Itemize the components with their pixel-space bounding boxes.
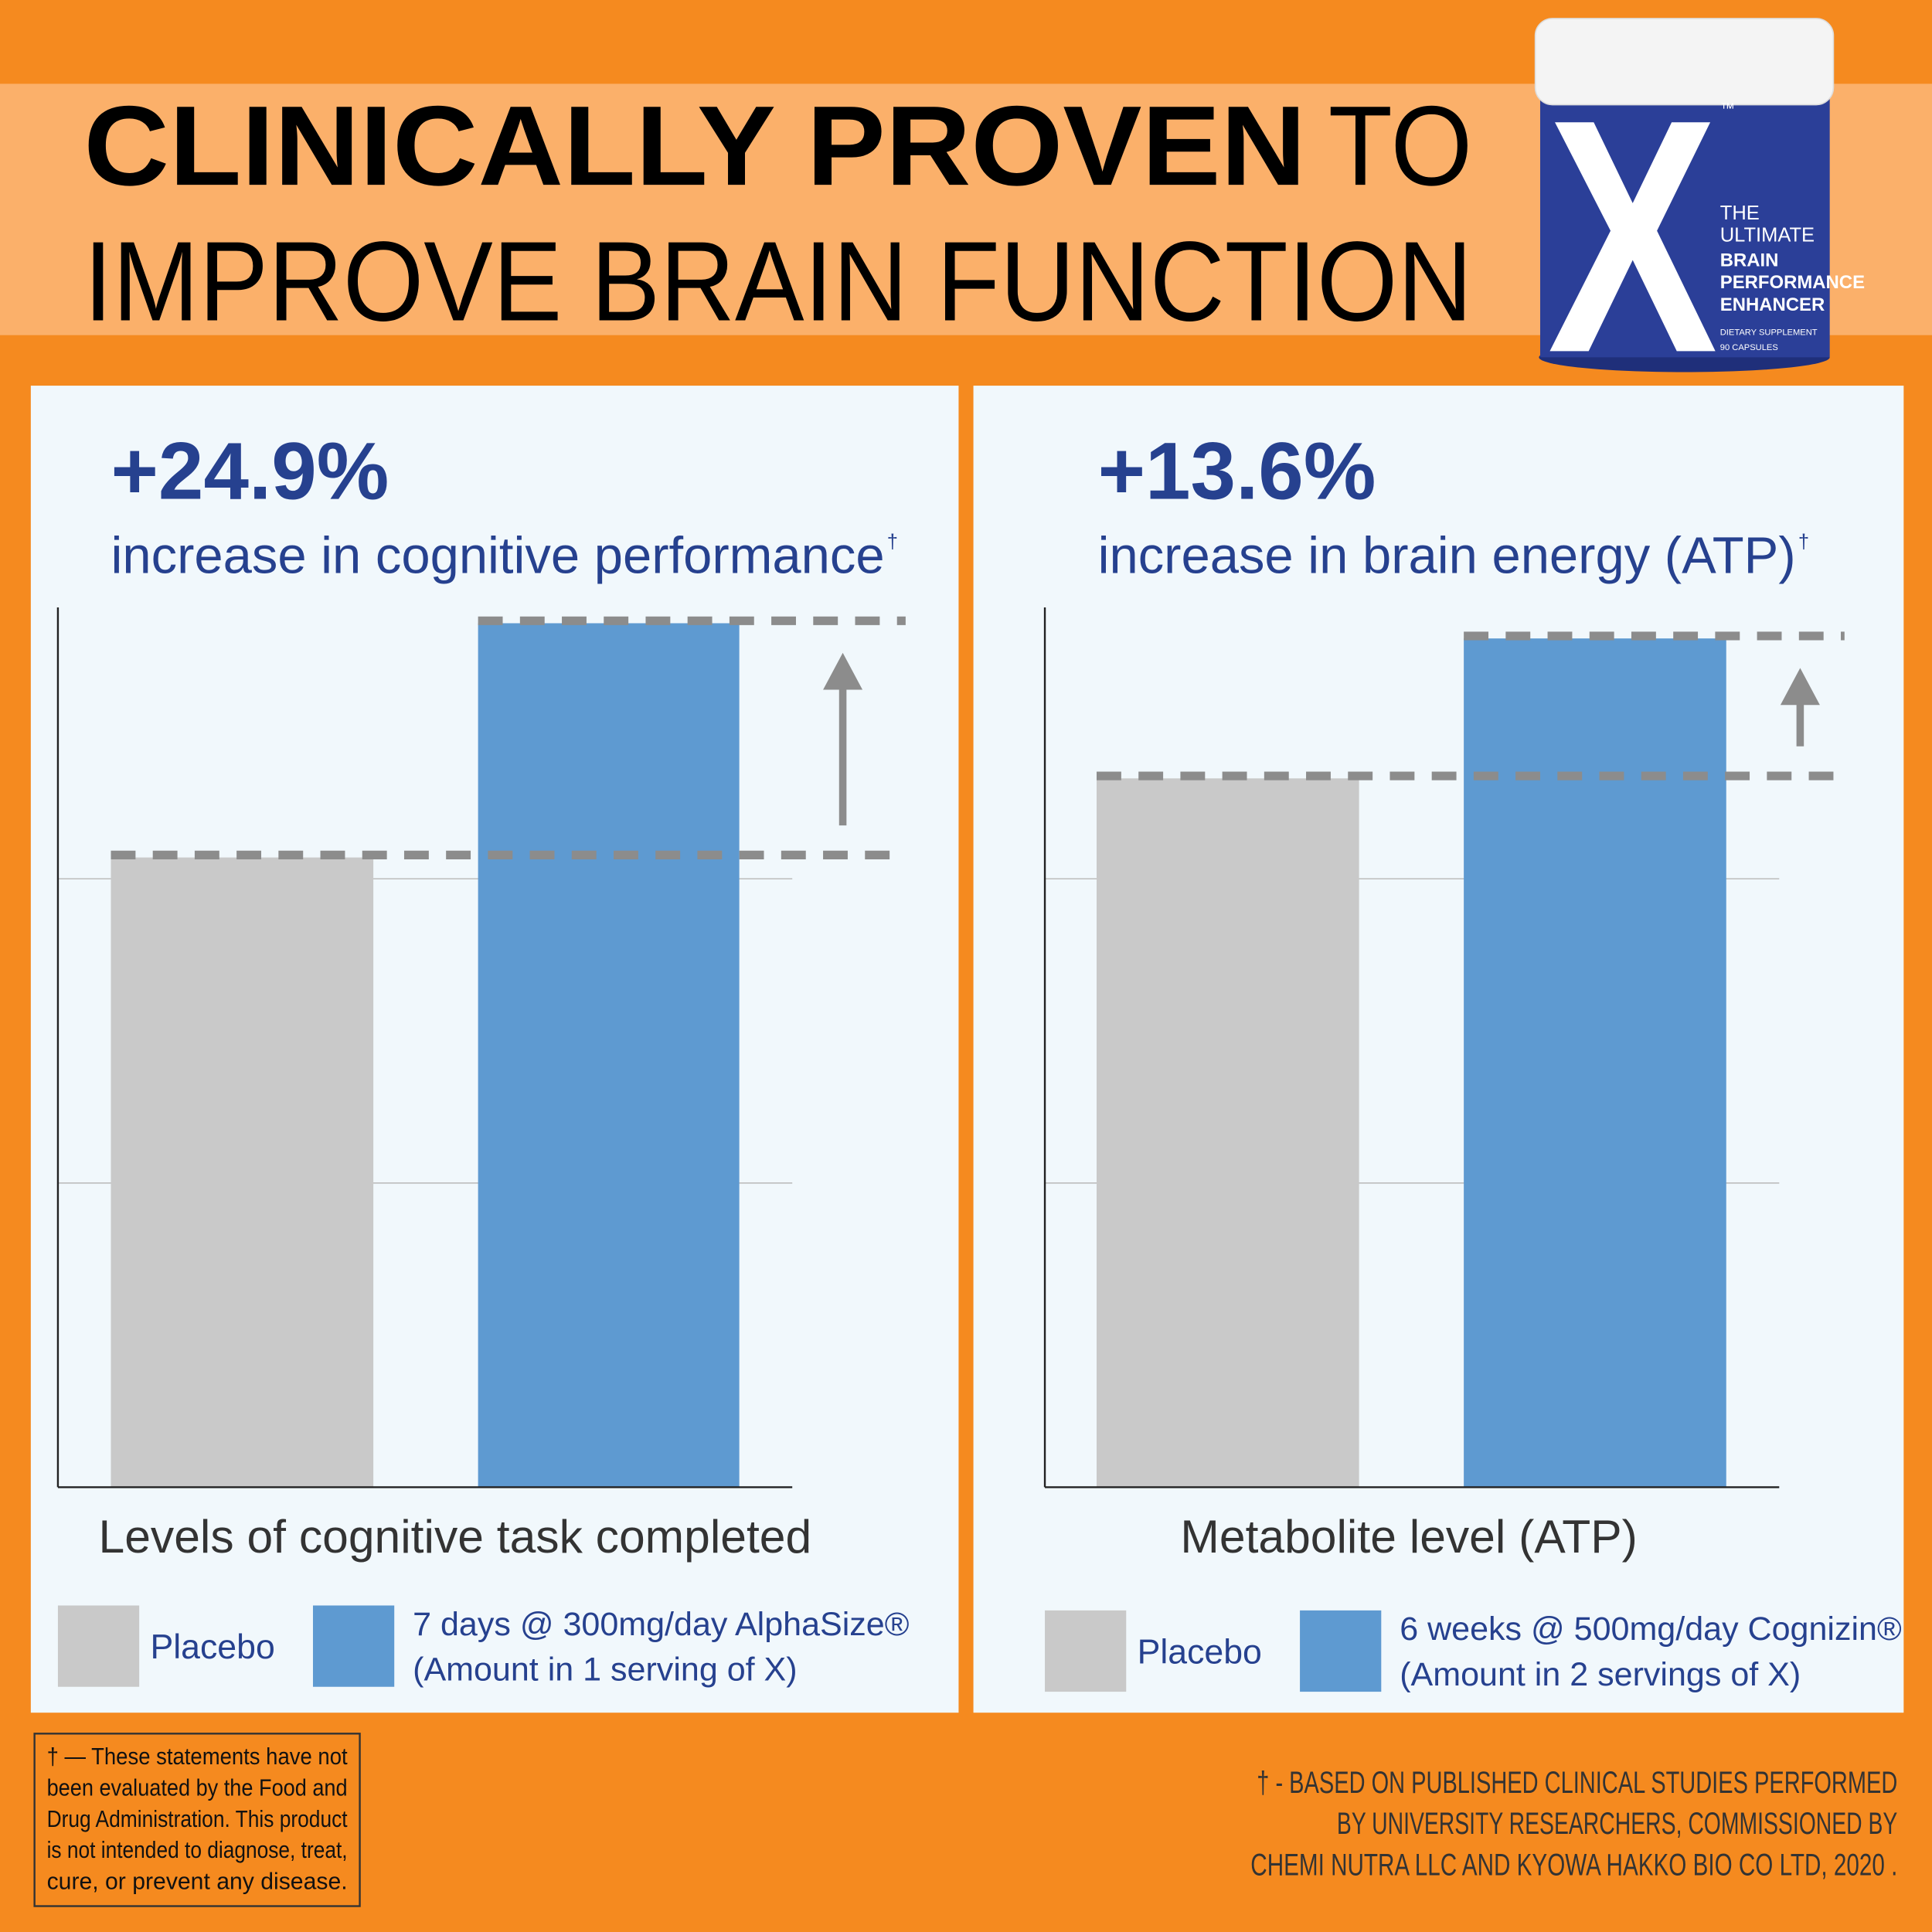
- legend-swatch: [1300, 1610, 1382, 1692]
- title-rest: TO: [1328, 83, 1473, 209]
- disclaimer-line: been evaluated by the Food and: [47, 1776, 348, 1801]
- jar-text: ENHANCER: [1720, 294, 1825, 315]
- bar: [111, 857, 374, 1488]
- jar-text: PERFORMANCE: [1720, 272, 1865, 293]
- subtitle: increase in brain energy (ATP): [1098, 526, 1796, 584]
- disclaimer-line: is not intended to diagnose, treat,: [47, 1838, 348, 1863]
- bar: [1464, 638, 1726, 1488]
- legend-swatch: [1045, 1610, 1127, 1692]
- jar-lid: [1534, 18, 1835, 106]
- legend-label: 6 weeks @ 500mg/day Cognizin®: [1400, 1611, 1902, 1648]
- headline: +13.6%: [1098, 427, 1376, 517]
- legend-swatch: [312, 1605, 395, 1687]
- subtitle: increase in cognitive performance: [111, 526, 884, 584]
- increase-arrow: [823, 652, 863, 826]
- disclaimer-box: [33, 1733, 361, 1907]
- title-line2: IMPROVE BRAIN FUNCTION: [83, 219, 1472, 345]
- legend-label: 7 days @ 300mg/day AlphaSize®: [413, 1606, 910, 1643]
- jar-body: [1539, 96, 1830, 358]
- source-line: CHEMI NUTRA LLC AND KYOWA HAKKO BIO CO L…: [1250, 1849, 1897, 1883]
- bar: [478, 623, 740, 1488]
- increase-arrow: [1780, 668, 1820, 747]
- jar-text: ULTIMATE: [1720, 225, 1815, 247]
- footnote-mark: †: [1798, 532, 1809, 553]
- legend-note: (Amount in 2 servings of X): [1400, 1656, 1801, 1693]
- x-axis-label: Levels of cognitive task completed: [99, 1510, 812, 1563]
- title-bold: CLINICALLY PROVEN: [83, 83, 1306, 209]
- jar-text: BRAIN: [1720, 250, 1779, 270]
- disclaimer-line: Drug Administration. This product: [47, 1807, 349, 1832]
- jar-small-text: DIETARY SUPPLEMENT: [1720, 328, 1818, 338]
- legend-note: (Amount in 1 serving of X): [413, 1651, 797, 1689]
- disclaimer-line: † — These statements have not: [47, 1744, 349, 1770]
- jar-text: THE: [1720, 202, 1760, 224]
- disclaimer-line: cure, or prevent any disease.: [47, 1869, 348, 1895]
- jar-logo: X: [1548, 50, 1719, 422]
- jar-small-text: 90 CAPSULES: [1720, 343, 1778, 352]
- legend-label: Placebo: [151, 1628, 275, 1666]
- footnote-mark: †: [887, 532, 898, 553]
- jar-tm: ™: [1720, 101, 1735, 117]
- bar: [1097, 778, 1359, 1488]
- product-jar: X ™: [1534, 18, 1835, 422]
- headline: +24.9%: [111, 427, 389, 517]
- source-line: BY UNIVERSITY RESEARCHERS, COMMISSIONED …: [1337, 1807, 1897, 1841]
- legend-swatch: [57, 1605, 140, 1687]
- source-line: † - BASED ON PUBLISHED CLINICAL STUDIES …: [1257, 1766, 1897, 1800]
- x-axis-label: Metabolite level (ATP): [1180, 1510, 1637, 1563]
- legend-label: Placebo: [1138, 1633, 1262, 1671]
